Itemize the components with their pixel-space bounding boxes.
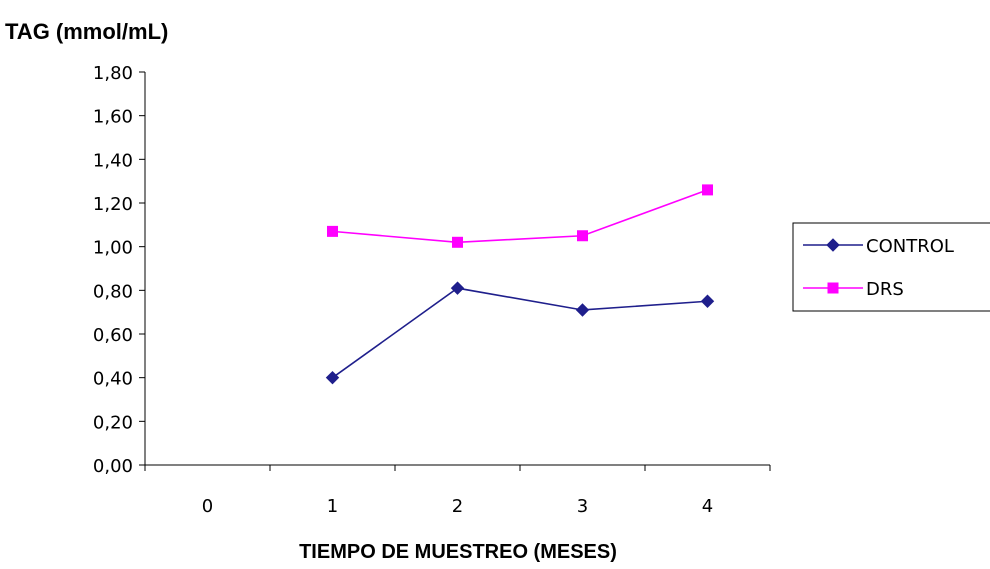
x-tick-label: 1 bbox=[327, 496, 338, 517]
y-axis-title: TAG (mmol/mL) bbox=[5, 19, 168, 44]
y-tick-label: 0,20 bbox=[93, 412, 133, 433]
series-line-drs bbox=[333, 190, 708, 242]
x-tick-label: 2 bbox=[452, 496, 463, 517]
legend-label-control: CONTROL bbox=[866, 236, 954, 257]
y-tick-label: 0,80 bbox=[93, 281, 133, 302]
data-point-drs bbox=[453, 237, 463, 247]
y-tick-label: 1,80 bbox=[93, 63, 133, 84]
data-point-control bbox=[327, 372, 339, 384]
data-point-control bbox=[452, 282, 464, 294]
y-tick-label: 1,60 bbox=[93, 107, 133, 128]
series-line-control bbox=[333, 288, 708, 378]
data-point-control bbox=[577, 304, 589, 316]
x-tick-label: 4 bbox=[702, 496, 713, 517]
x-ticks: 0 1 2 3 4 bbox=[145, 465, 770, 517]
x-tick-label: 0 bbox=[202, 496, 213, 517]
data-point-drs bbox=[328, 226, 338, 236]
y-tick-label: 1,20 bbox=[93, 194, 133, 215]
data-point-control bbox=[702, 295, 714, 307]
y-ticks: 0,00 0,20 0,40 0,60 0,80 1,00 1,20 1,40 1,60 1,80 bbox=[93, 63, 145, 477]
y-tick-label: 0,00 bbox=[93, 456, 133, 477]
y-tick-label: 0,60 bbox=[93, 325, 133, 346]
y-tick-label: 1,00 bbox=[93, 238, 133, 259]
x-axis-title: TIEMPO DE MUESTREO (MESES) bbox=[299, 541, 617, 563]
series-layer bbox=[327, 185, 714, 384]
data-point-drs bbox=[703, 185, 713, 195]
legend-label-drs: DRS bbox=[866, 279, 904, 300]
y-tick-label: 0,40 bbox=[93, 369, 133, 390]
y-tick-label: 1,40 bbox=[93, 150, 133, 171]
legend: CONTROL DRS bbox=[793, 223, 990, 311]
data-point-drs bbox=[578, 231, 588, 241]
legend-marker-drs bbox=[828, 283, 838, 293]
x-tick-label: 3 bbox=[577, 496, 588, 517]
